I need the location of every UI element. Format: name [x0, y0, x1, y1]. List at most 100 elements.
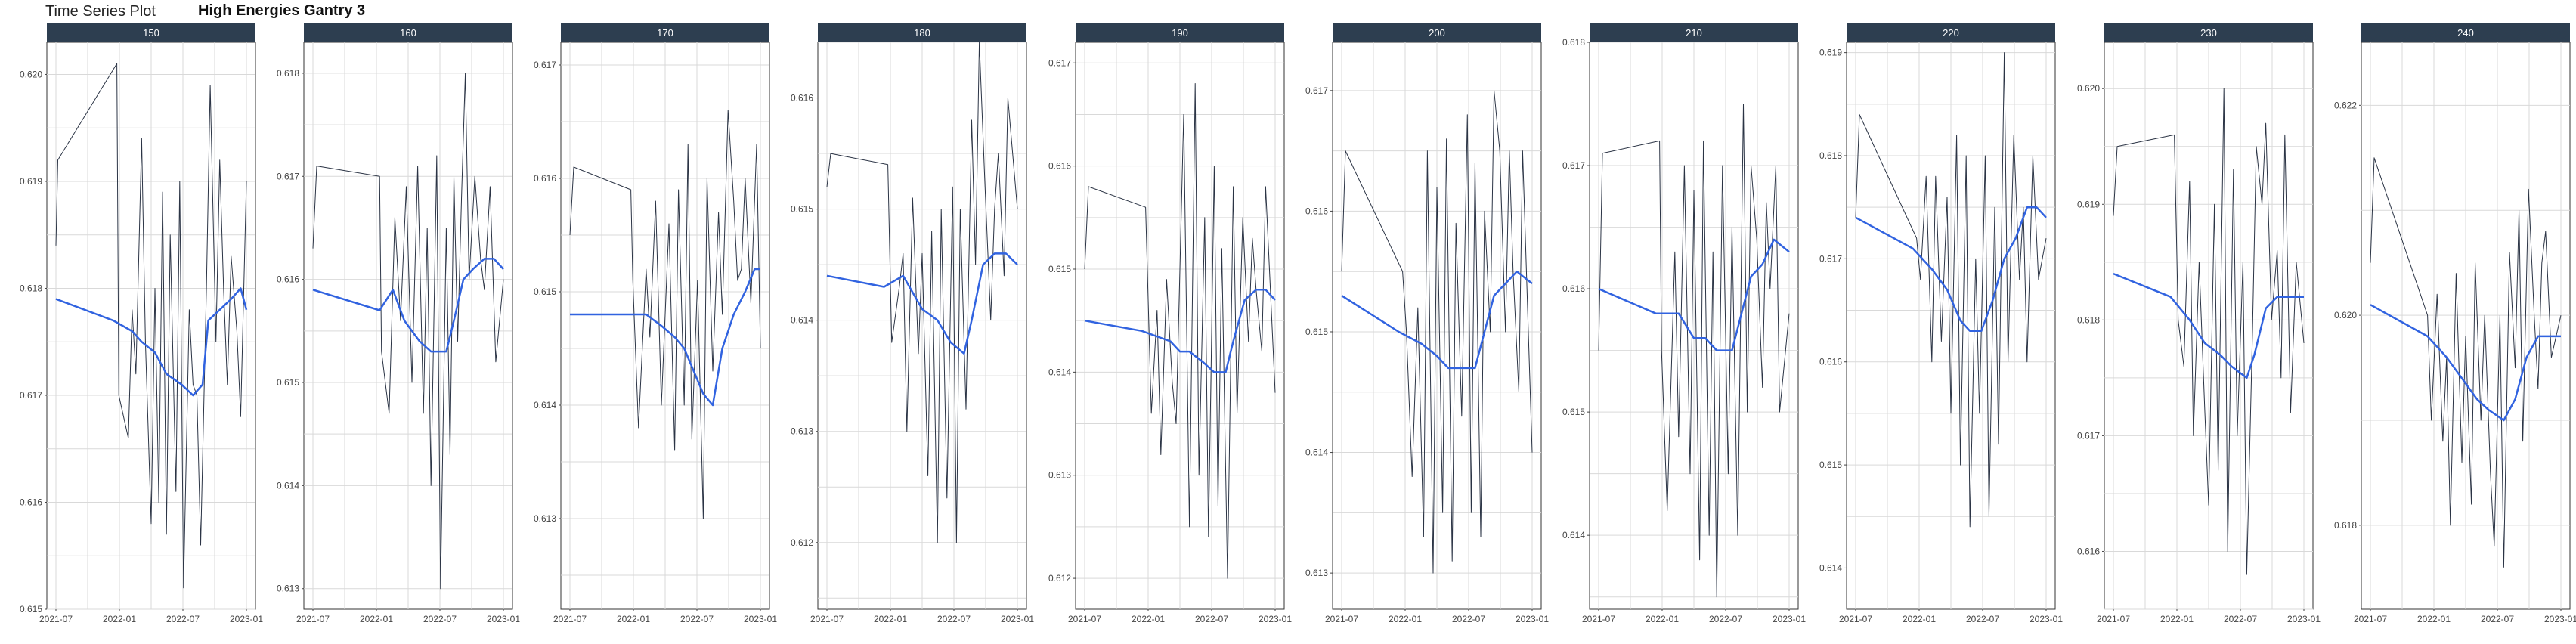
x-tick-label: 2022-07 [423, 614, 457, 624]
plot-type-label: Time Series Plot [45, 3, 156, 20]
x-tick-label: 2022-01 [617, 614, 650, 624]
x-tick-label: 2022-07 [2481, 614, 2514, 624]
y-tick-label: 0.615 [1305, 327, 1328, 337]
facet-strip [1590, 23, 1798, 42]
facet-strip [2104, 23, 2313, 42]
x-tick-label: 2022-01 [360, 614, 393, 624]
x-tick-label: 2023-01 [230, 614, 263, 624]
y-tick-label: 0.618 [277, 68, 299, 79]
y-tick-label: 0.612 [1048, 573, 1071, 584]
smoothed-trend-line [1084, 289, 1276, 373]
raw-series-line [1598, 104, 1790, 598]
x-tick-label: 2022-01 [1903, 614, 1936, 624]
x-tick-label: 2022-01 [103, 614, 136, 624]
x-tick-label: 2021-07 [296, 614, 330, 624]
figure-title: High Energies Gantry 3 [198, 2, 366, 19]
x-tick-label: 2022-01 [1132, 614, 1165, 624]
smoothed-trend-line [570, 268, 760, 407]
x-tick-label: 2022-07 [166, 614, 200, 624]
facet-strip-label: 230 [2200, 27, 2217, 39]
facet-strip-label: 210 [1686, 27, 1702, 39]
x-tick-label: 2022-01 [2417, 614, 2451, 624]
facet-strip [304, 23, 512, 42]
y-tick-label: 0.616 [2077, 546, 2100, 556]
smoothed-trend-line [1598, 238, 1790, 351]
x-tick-label: 2023-01 [2287, 614, 2321, 624]
y-tick-label: 0.613 [791, 426, 813, 437]
facet-strip-label: 200 [1429, 27, 1445, 39]
raw-series-line [1084, 83, 1276, 579]
raw-series-line [569, 110, 761, 519]
smoothed-trend-line [2113, 272, 2304, 379]
y-tick-label: 0.613 [1048, 470, 1071, 481]
smoothed-trend-line [1855, 206, 2047, 333]
y-tick-label: 0.616 [1048, 161, 1071, 172]
y-tick-label: 0.615 [277, 377, 299, 388]
y-tick-label: 0.620 [2334, 310, 2357, 320]
x-tick-label: 2022-07 [937, 614, 971, 624]
y-tick-label: 0.617 [1048, 57, 1071, 68]
y-tick-label: 0.616 [20, 497, 42, 507]
x-tick-label: 2023-01 [2544, 614, 2576, 624]
y-tick-label: 0.616 [534, 173, 556, 184]
x-tick-label: 2023-01 [1773, 614, 1806, 624]
y-tick-label: 0.615 [791, 204, 813, 215]
facet-strip-label: 180 [914, 27, 930, 39]
x-tick-label: 2022-07 [1452, 614, 1485, 624]
y-tick-label: 0.616 [1819, 357, 1842, 367]
x-tick-label: 2023-01 [1259, 614, 1292, 624]
facet-strip-label: 170 [657, 27, 673, 39]
raw-series-line [1855, 52, 2047, 528]
y-tick-label: 0.613 [534, 513, 556, 524]
x-tick-label: 2021-07 [2354, 614, 2387, 624]
facet-strip [818, 23, 1026, 42]
y-tick-label: 0.617 [2077, 430, 2100, 441]
raw-series-line [1341, 90, 1533, 574]
facet-strip-label: 220 [1943, 27, 1959, 39]
smoothed-trend-line [826, 252, 1018, 355]
y-tick-label: 0.614 [277, 480, 299, 491]
y-tick-label: 0.619 [1819, 48, 1842, 58]
x-tick-label: 2022-07 [1709, 614, 1742, 624]
y-tick-label: 0.618 [2077, 314, 2100, 325]
x-tick-label: 2022-01 [1389, 614, 1422, 624]
x-tick-label: 2022-01 [874, 614, 907, 624]
raw-series-line [55, 63, 247, 589]
smoothed-trend-line [2370, 304, 2561, 422]
y-tick-label: 0.613 [1305, 568, 1328, 578]
y-tick-label: 0.617 [534, 60, 556, 70]
y-tick-label: 0.618 [2334, 520, 2357, 531]
y-tick-label: 0.616 [277, 274, 299, 285]
raw-series-line [2113, 88, 2305, 575]
y-tick-label: 0.615 [534, 286, 556, 297]
facet-strip [1847, 23, 2055, 42]
x-tick-label: 2022-01 [2160, 614, 2194, 624]
y-tick-label: 0.612 [791, 537, 813, 548]
y-tick-label: 0.614 [1305, 447, 1328, 458]
y-tick-label: 0.616 [1562, 283, 1585, 294]
y-tick-label: 0.617 [1305, 85, 1328, 96]
x-tick-label: 2021-07 [1839, 614, 1872, 624]
y-tick-label: 0.617 [20, 390, 42, 401]
x-tick-label: 2021-07 [1582, 614, 1615, 624]
facet-strip [1076, 23, 1284, 42]
y-tick-label: 0.619 [2077, 199, 2100, 209]
y-tick-label: 0.619 [20, 176, 42, 187]
y-tick-label: 0.622 [2334, 100, 2357, 110]
y-tick-label: 0.615 [1819, 460, 1842, 470]
y-tick-label: 0.617 [277, 171, 299, 181]
y-tick-label: 0.614 [534, 400, 556, 410]
x-tick-label: 2021-07 [1325, 614, 1358, 624]
y-tick-label: 0.620 [2077, 83, 2100, 94]
figure-header: Time Series Plot High Energies Gantry 3 [0, 0, 2576, 20]
x-tick-label: 2022-07 [2224, 614, 2257, 624]
x-tick-label: 2022-01 [1646, 614, 1679, 624]
x-tick-label: 2023-01 [1516, 614, 1549, 624]
x-tick-label: 2021-07 [553, 614, 587, 624]
y-tick-label: 0.615 [1562, 407, 1585, 417]
y-tick-label: 0.614 [791, 315, 813, 326]
raw-series-line [312, 73, 504, 590]
x-tick-label: 2021-07 [2097, 614, 2130, 624]
x-tick-label: 2021-07 [39, 614, 73, 624]
